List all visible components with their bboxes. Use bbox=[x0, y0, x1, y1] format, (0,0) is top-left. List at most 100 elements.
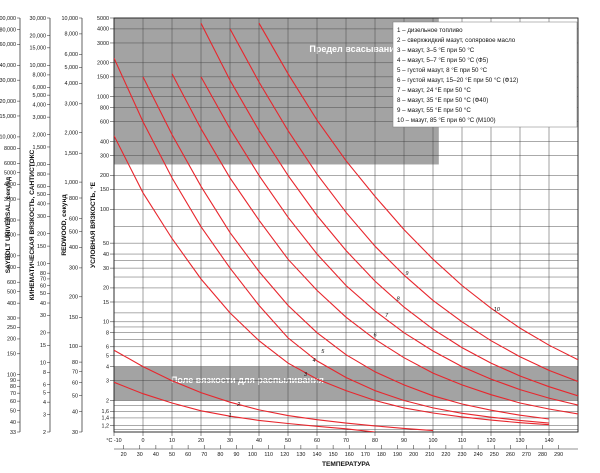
saybolt-tick-label: 15,000 bbox=[0, 114, 16, 120]
legend-box bbox=[392, 21, 578, 128]
redwood-tick-label: 3,000 bbox=[65, 102, 79, 108]
kinematic-tick-label: 30,000 bbox=[30, 16, 47, 22]
f-tick-label: 170 bbox=[361, 452, 370, 458]
kinematic-tick-label: 500 bbox=[37, 192, 46, 198]
main-tick-label: 1000 bbox=[97, 94, 109, 100]
saybolt-tick-label: 100 bbox=[7, 373, 16, 379]
kinematic-tick-label: 1,500 bbox=[33, 145, 47, 151]
c-tick-label: 60 bbox=[314, 438, 320, 444]
f-tick-label: 90 bbox=[233, 452, 239, 458]
redwood-tick-label: 80 bbox=[72, 360, 78, 366]
legend-item-7: 7 – мазут, 24 °Е при 50 °С bbox=[397, 87, 471, 94]
redwood-tick-label: 10,000 bbox=[62, 16, 79, 22]
redwood-tick-label: 2,000 bbox=[65, 130, 79, 136]
f-tick-label: 160 bbox=[345, 452, 354, 458]
kinematic-tick-label: 600 bbox=[37, 184, 46, 190]
f-tick-label: 230 bbox=[458, 452, 467, 458]
kinematic-tick-label: 6 bbox=[43, 383, 46, 389]
main-tick-label: 800 bbox=[100, 105, 109, 111]
legend-item-4: 4 – мазут, 5–7 °Е при 50 °С (Ф5) bbox=[397, 57, 488, 64]
f-tick-label: 60 bbox=[185, 452, 191, 458]
redwood-tick-label: 5,000 bbox=[65, 65, 79, 71]
c-tick-label: 90 bbox=[401, 438, 407, 444]
f-tick-label: 240 bbox=[474, 452, 483, 458]
saybolt-tick-label: 60,000 bbox=[0, 42, 16, 48]
curve-2 bbox=[114, 349, 434, 432]
kinematic-tick-label: 30 bbox=[40, 313, 46, 319]
main-tick-label: 10 bbox=[103, 320, 109, 326]
curve-label-3: 3 bbox=[304, 372, 308, 378]
curve-label-10: 10 bbox=[494, 307, 501, 313]
main-tick-label: 1,2 bbox=[102, 423, 110, 429]
main-tick-label: 5 bbox=[106, 354, 109, 360]
saybolt-tick-label: 40,000 bbox=[0, 63, 16, 69]
scales-layer: 1,21,41,62345681015203040501001502003004… bbox=[0, 16, 578, 468]
redwood-tick-label: 70 bbox=[72, 369, 78, 375]
f-tick-label: 80 bbox=[217, 452, 223, 458]
kinematic-tick-label: 150 bbox=[37, 244, 46, 250]
legend-item-1: 1 – дизельное топливо bbox=[397, 27, 463, 34]
main-tick-label: 40 bbox=[103, 252, 109, 258]
legend-item-2: 2 – сверхжидкий мазут, соляровое масло bbox=[397, 37, 516, 44]
kinematic-tick-label: 5 bbox=[43, 390, 46, 396]
kinematic-tick-label: 8,000 bbox=[33, 73, 47, 79]
legend-item-6: 6 – густой мазут, 15–20 °Е при 50 °С (Ф1… bbox=[397, 77, 518, 84]
legend-item-8: 8 – мазут, 35 °Е при 50 °С (Ф40) bbox=[397, 97, 488, 104]
curve-label-7: 7 bbox=[385, 313, 389, 319]
kinematic-tick-label: 3 bbox=[43, 412, 46, 418]
saybolt-tick-label: 60 bbox=[10, 399, 16, 405]
redwood-tick-label: 4,000 bbox=[65, 81, 79, 87]
saybolt-tick-label: 600 bbox=[7, 280, 16, 286]
kinematic-tick-label: 4 bbox=[43, 400, 46, 406]
redwood-tick-label: 8,000 bbox=[65, 32, 79, 38]
saybolt-tick-label: 80,000 bbox=[0, 27, 16, 33]
atomization-label: Поле вязкости для распыливания bbox=[171, 375, 324, 385]
saybolt-tick-label: 2000 bbox=[4, 218, 16, 224]
main-tick-label: 1,6 bbox=[102, 409, 110, 415]
main-tick-label: 600 bbox=[100, 119, 109, 125]
legend-item-3: 3 – мазут, 3–5 °Е при 50 °С bbox=[397, 47, 475, 54]
saybolt-tick-label: 100,000 bbox=[0, 16, 16, 22]
main-tick-label: 6 bbox=[106, 345, 109, 351]
curve-1 bbox=[114, 381, 376, 432]
legend-layer: 1 – дизельное топливо 2 – сверхжидкий маз… bbox=[392, 21, 578, 128]
redwood-tick-label: 6,000 bbox=[65, 52, 79, 58]
curve-3 bbox=[114, 135, 550, 426]
kinematic-tick-label: 2 bbox=[43, 430, 46, 436]
saybolt-tick-label: 4000 bbox=[4, 182, 16, 188]
redwood-axis-label: REDWOOD, секунд bbox=[61, 194, 68, 256]
kinematic-tick-label: 300 bbox=[37, 214, 46, 220]
redwood-tick-label: 100 bbox=[69, 344, 78, 350]
f-tick-label: 220 bbox=[441, 452, 450, 458]
main-tick-label: 200 bbox=[100, 173, 109, 179]
main-tick-label: 2 bbox=[106, 398, 109, 404]
c-tick-label: 10 bbox=[169, 438, 175, 444]
c-tick-label: 130 bbox=[516, 438, 525, 444]
main-axis-label: УСЛОВНАЯ ВЯЗКОСТЬ, °Е bbox=[89, 181, 97, 268]
c-tick-label: 0 bbox=[142, 438, 145, 444]
f-tick-label: 30 bbox=[137, 452, 143, 458]
legend-item-9: 9 – мазут, 55 °Е при 50 °С bbox=[397, 107, 471, 114]
curves-layer bbox=[114, 22, 578, 432]
suction-limit-label: Предел всасывания bbox=[309, 44, 400, 54]
saybolt-tick-label: 500 bbox=[7, 289, 16, 295]
kinematic-tick-label: 800 bbox=[37, 172, 46, 178]
kinematic-tick-label: 3,000 bbox=[33, 115, 47, 121]
saybolt-tick-label: 800 bbox=[7, 265, 16, 271]
saybolt-tick-label: 50 bbox=[10, 408, 16, 414]
saybolt-tick-label: 250 bbox=[7, 325, 16, 331]
saybolt-tick-label: 1500 bbox=[4, 233, 16, 239]
kinematic-tick-label: 100 bbox=[37, 261, 46, 267]
kinematic-tick-label: 400 bbox=[37, 202, 46, 208]
main-tick-label: 400 bbox=[100, 139, 109, 145]
curve-label-2: 2 bbox=[236, 402, 241, 408]
kinematic-tick-label: 10,000 bbox=[30, 63, 47, 69]
kinematic-axis-label: КИНЕМАТИЧЕСКАЯ ВЯЗКОСТЬ, САНТИСТОКС bbox=[29, 149, 36, 300]
main-tick-label: 5000 bbox=[97, 16, 109, 22]
grid-layer bbox=[113, 17, 579, 433]
curve-label-4: 4 bbox=[313, 358, 316, 364]
saybolt-tick-label: 1000 bbox=[4, 254, 16, 260]
saybolt-tick-label: 8000 bbox=[4, 146, 16, 152]
main-tick-label: 4 bbox=[106, 364, 109, 370]
f-tick-label: 40 bbox=[153, 452, 159, 458]
